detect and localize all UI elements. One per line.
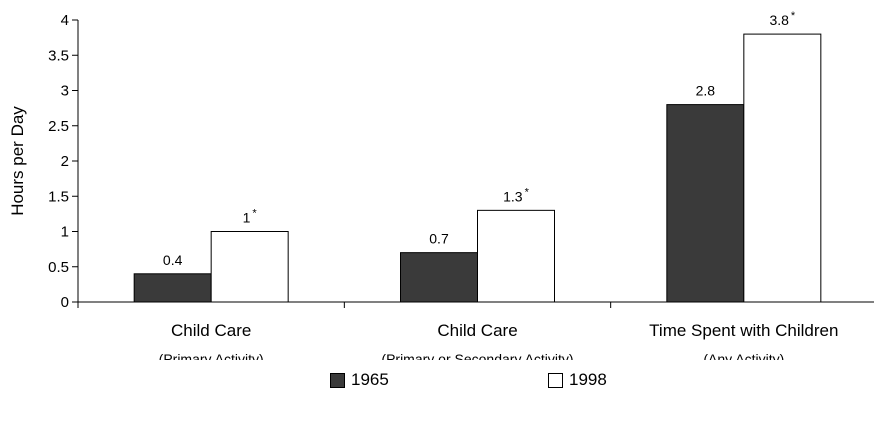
bar-1998 [210,231,289,303]
legend-swatch-1998 [548,372,563,388]
bar-1998 [743,33,822,303]
bar-1965 [400,252,478,303]
legend-item-1965: 1965 [330,370,389,390]
x-category-label: Child Care [437,321,517,340]
bar-chart: Hours per Day 0 0.5 1 1.5 2 2.5 3 3.5 4 0.4 1 * Child… [8,10,874,360]
data-label-1965: 0.7 [429,231,449,247]
y-tick-label: 1.5 [48,188,69,205]
x-category-sublabel: (Any Activity) [703,351,784,360]
y-axis-title: Hours per Day [8,106,27,216]
y-tick-label: 4 [61,12,69,29]
data-label-1998: 1 * [243,208,258,226]
y-tick-label: 0.5 [48,259,69,276]
x-category-sublabel: (Primary or Secondary Activity) [381,351,573,360]
data-label-1998: 1.3 * [503,186,529,204]
y-tick-label: 3.5 [48,47,69,64]
y-tick-label: 2.5 [48,118,69,135]
data-label-1965: 0.4 [163,252,183,268]
y-tick-label: 1 [61,224,69,241]
x-category-label: Child Care [171,321,251,340]
legend-item-1998: 1998 [548,370,607,390]
bar-1965 [666,104,745,303]
x-category-sublabel: (Primary Activity) [159,351,264,360]
x-category-label: Time Spent with Children [649,321,838,340]
data-label-1998: 3.8 * [769,10,795,28]
bar-1965 [133,273,212,303]
data-label-1965: 2.8 [696,83,716,99]
legend-label-1998: 1998 [569,370,607,389]
legend: 1965 1998 [0,370,874,400]
y-tick-label: 2 [61,153,69,170]
legend-swatch-1965 [330,372,345,388]
y-tick-label: 0 [61,294,69,311]
legend-label-1965: 1965 [351,370,389,389]
y-tick-label: 3 [61,83,69,100]
bar-1998 [477,209,555,303]
